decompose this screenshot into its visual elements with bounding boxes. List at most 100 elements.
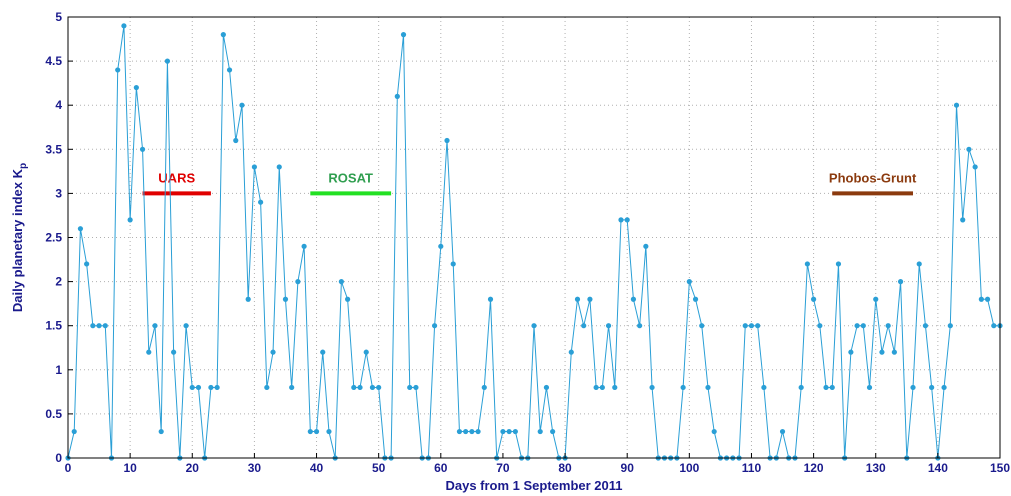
data-point [618,217,624,223]
x-tick-label: 140 [928,461,948,475]
data-point [500,428,506,435]
y-tick-label: 3 [55,186,62,200]
data-point [811,296,817,302]
data-point [189,384,195,391]
data-point [276,164,282,170]
annotation-label: ROSAT [328,170,373,185]
data-point [910,384,916,391]
data-point [102,323,108,329]
data-point [984,296,991,302]
data-point [463,428,469,435]
data-point [84,261,90,267]
data-point [748,323,755,329]
data-point [543,384,550,391]
data-point [289,384,295,391]
data-point [345,296,351,302]
data-point [164,58,171,64]
data-point [307,428,313,435]
data-point [270,349,276,355]
data-point [699,323,705,329]
data-point [897,279,904,285]
data-point [282,296,289,302]
data-point [376,384,382,391]
data-point [686,279,692,285]
data-point [755,323,761,329]
data-point [431,323,438,329]
data-point [873,296,879,302]
data-point [705,384,711,391]
y-tick-label: 4 [55,98,62,112]
data-point [90,323,96,329]
data-point [369,384,376,391]
data-point [835,261,842,267]
data-point [363,349,369,355]
x-tick-label: 60 [434,461,448,475]
data-point [96,323,102,329]
data-point [195,384,202,391]
data-point [301,243,307,249]
data-point [885,323,891,329]
data-point [966,146,972,152]
data-point [394,93,400,99]
data-point [922,323,929,329]
data-point [171,349,177,355]
data-point [152,323,158,329]
data-point [469,428,475,435]
x-axis-label: Days from 1 September 2011 [445,478,622,493]
x-tick-label: 20 [186,461,200,475]
data-point [313,428,320,435]
data-point [245,296,251,302]
data-point [680,384,686,391]
data-point [357,384,363,391]
y-tick-label: 0 [55,451,62,465]
data-point [587,296,593,302]
y-tick-label: 2 [55,275,62,289]
data-point [637,323,643,329]
data-point [531,323,537,329]
annotation-label: UARS [158,170,195,185]
x-tick-label: 40 [310,461,324,475]
data-point [568,349,574,355]
y-axis-label-main: Daily planetary index K [10,168,25,312]
data-point [761,384,767,391]
data-point [537,428,543,435]
x-tick-label: 90 [621,461,635,475]
data-point [481,384,487,391]
data-point [941,384,947,391]
x-tick-label: 150 [990,461,1010,475]
x-tick-label: 120 [804,461,824,475]
y-tick-label: 1.5 [45,319,62,333]
data-point [879,349,885,355]
x-tick-label: 110 [742,461,762,475]
data-point [599,384,605,391]
data-point [891,349,897,355]
y-tick-label: 0.5 [45,407,62,421]
data-point [593,384,599,391]
data-point [444,137,450,144]
data-point [605,323,612,329]
data-point [612,384,618,391]
data-point [823,384,829,391]
satellite-annotations: UARS ROSAT Phobos-Grunt [142,170,917,196]
data-point [77,226,84,232]
data-point [991,323,997,329]
tick-labels: 0 10 20 30 40 50 60 70 80 90 100 110 120 130 140 150 0 0.… [45,10,1010,475]
x-tick-label: 10 [123,461,137,475]
annotation-label: Phobos-Grunt [829,170,917,185]
data-point [972,164,978,170]
data-point [506,428,512,435]
data-point [978,296,984,302]
data-point [643,243,649,249]
data-point [295,279,301,285]
data-point [158,428,164,435]
data-point [400,32,407,38]
data-point [258,199,264,205]
data-point [692,296,699,302]
data-point [226,67,233,73]
data-point [71,428,77,435]
data-point [133,84,139,91]
data-point [456,428,463,435]
x-tick-label: 30 [248,461,262,475]
